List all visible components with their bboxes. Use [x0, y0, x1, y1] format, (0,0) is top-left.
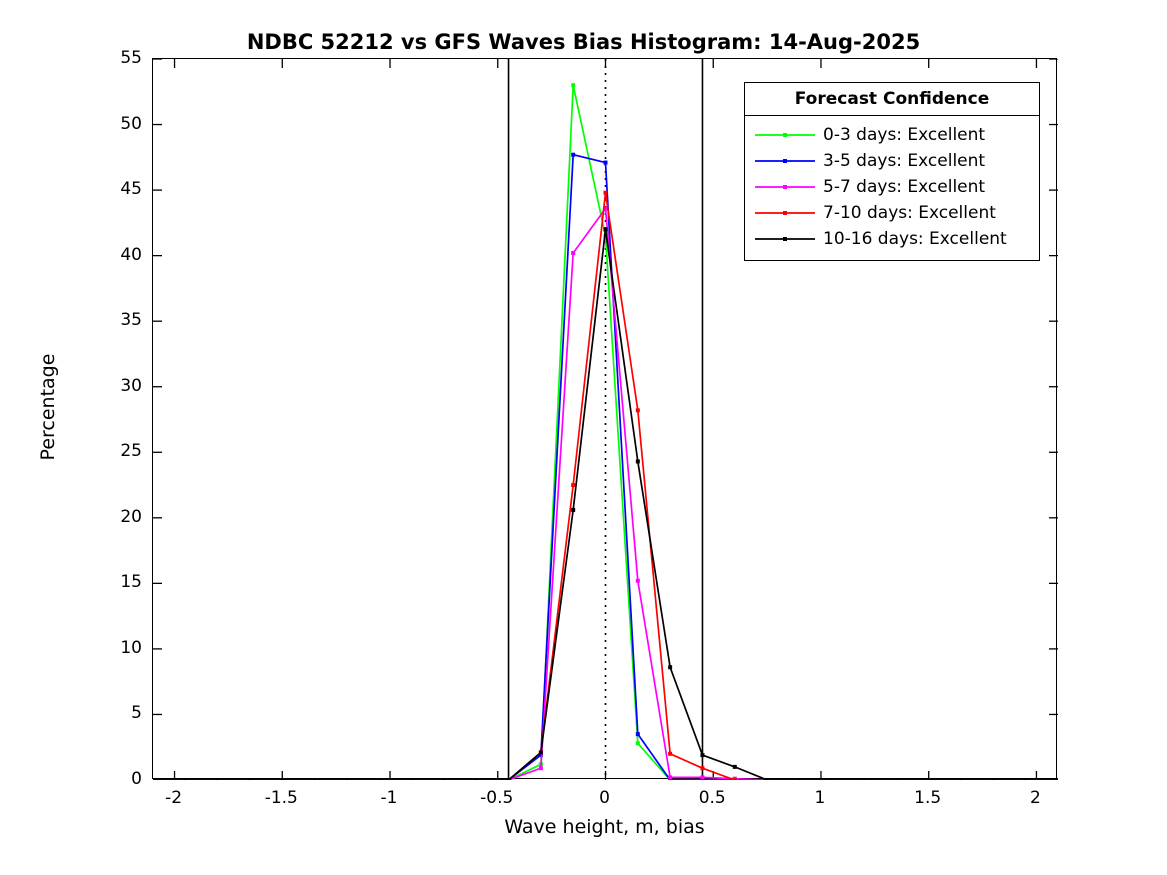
series-marker: [538, 750, 543, 755]
series-marker: [991, 778, 996, 780]
series-marker: [926, 778, 931, 780]
x-axis-tick-labels: -2 -1.5 -1 -0.5 0 0.5 1 1.5 2: [152, 788, 1057, 814]
series-marker: [959, 778, 964, 780]
series-marker: [635, 408, 640, 413]
series-marker: [732, 778, 737, 780]
y-tick-label: 10: [120, 637, 142, 658]
legend-line-swatch-icon: [753, 128, 817, 142]
legend-item-label: 10-16 days: Excellent: [823, 229, 1007, 249]
series-marker: [215, 778, 220, 780]
x-tick-label: -0.5: [480, 788, 514, 808]
series-marker: [603, 190, 608, 195]
series-marker: [1056, 778, 1058, 780]
legend-item-0[interactable]: 0-3 days: Excellent: [745, 122, 1039, 148]
y-tick-label: 0: [131, 769, 142, 789]
series-marker: [344, 778, 349, 780]
series-marker: [474, 778, 479, 780]
x-tick-label: 1: [814, 788, 826, 808]
series-marker: [668, 751, 673, 756]
x-tick-label: 2: [1030, 788, 1041, 808]
series-marker: [603, 227, 608, 232]
legend-title: Forecast Confidence: [745, 83, 1039, 116]
series-marker: [603, 160, 608, 165]
series-marker: [571, 507, 576, 512]
series-marker: [668, 775, 673, 780]
x-tick-label: -1: [380, 788, 398, 808]
legend-item-label: 5-7 days: Excellent: [823, 177, 986, 197]
legend-item-label: 7-10 days: Excellent: [823, 203, 996, 223]
legend-item-label: 3-5 days: Excellent: [823, 151, 986, 171]
y-tick-label: 20: [120, 506, 142, 527]
series-marker: [668, 665, 673, 670]
y-tick-label: 25: [120, 441, 142, 462]
series-marker: [635, 459, 640, 464]
legend-line-swatch-icon: [753, 232, 817, 246]
series-marker: [700, 753, 705, 758]
x-tick-label: 1.5: [914, 788, 942, 808]
legend: Forecast Confidence 0-3 days: Excellent 3…: [744, 82, 1040, 261]
series-marker: [409, 778, 414, 780]
x-axis-title: Wave height, m, bias: [504, 816, 705, 838]
series-marker: [1023, 778, 1028, 780]
series-marker: [700, 775, 705, 780]
series-marker: [280, 778, 285, 780]
y-axis-title: Percentage: [37, 353, 59, 461]
y-tick-label: 50: [120, 113, 142, 134]
series-marker: [538, 766, 543, 771]
legend-line-swatch-icon: [753, 206, 817, 220]
legend-item-label: 0-3 days: Excellent: [823, 125, 986, 145]
y-tick-label: 40: [120, 244, 142, 265]
page-title: NDBC 52212 vs GFS Waves Bias Histogram: …: [246, 30, 921, 54]
y-tick-label: 30: [120, 375, 142, 396]
series-marker: [829, 778, 834, 780]
series-marker: [247, 778, 252, 780]
series-marker: [635, 578, 640, 583]
series-marker: [312, 778, 317, 780]
x-tick-label: 0.5: [698, 788, 726, 808]
series-marker: [635, 732, 640, 737]
series-marker: [635, 741, 640, 746]
series-marker: [571, 483, 576, 488]
y-tick-label: 5: [131, 703, 142, 724]
series-marker: [183, 778, 188, 780]
legend-item-2[interactable]: 5-7 days: Excellent: [745, 174, 1039, 200]
y-tick-label: 45: [120, 179, 142, 200]
y-tick-label: 55: [120, 48, 142, 68]
series-marker: [603, 206, 608, 211]
series-marker: [441, 778, 446, 780]
legend-items: 0-3 days: Excellent 3-5 days: Excellent 5-…: [745, 116, 1039, 260]
series-marker: [862, 778, 867, 780]
series-marker: [377, 778, 382, 780]
series-marker: [765, 778, 770, 780]
data-series: [153, 227, 1058, 780]
series-marker: [571, 251, 576, 256]
series-marker: [732, 764, 737, 769]
series-marker: [797, 778, 802, 780]
series-marker: [506, 778, 511, 780]
data-series: [153, 190, 1058, 780]
legend-item-4[interactable]: 10-16 days: Excellent: [745, 226, 1039, 252]
series-marker: [571, 152, 576, 157]
y-tick-label: 35: [120, 310, 142, 331]
y-axis-tick-labels: 0 5 10 15 20 25 30 35 40 45 50 55: [96, 48, 142, 789]
series-marker: [571, 83, 576, 88]
series-marker: [894, 778, 899, 780]
legend-line-swatch-icon: [753, 180, 817, 194]
series-marker: [700, 766, 705, 771]
legend-line-swatch-icon: [753, 154, 817, 168]
plot-canvas: [153, 59, 1058, 780]
x-tick-label: -2: [165, 788, 183, 808]
series-marker: [153, 778, 155, 780]
y-tick-label: 15: [120, 572, 142, 593]
x-tick-label: 0: [599, 788, 610, 808]
legend-item-3[interactable]: 7-10 days: Excellent: [745, 200, 1039, 226]
x-tick-label: -1.5: [264, 788, 298, 808]
plot-area: [152, 58, 1058, 780]
legend-item-1[interactable]: 3-5 days: Excellent: [745, 148, 1039, 174]
